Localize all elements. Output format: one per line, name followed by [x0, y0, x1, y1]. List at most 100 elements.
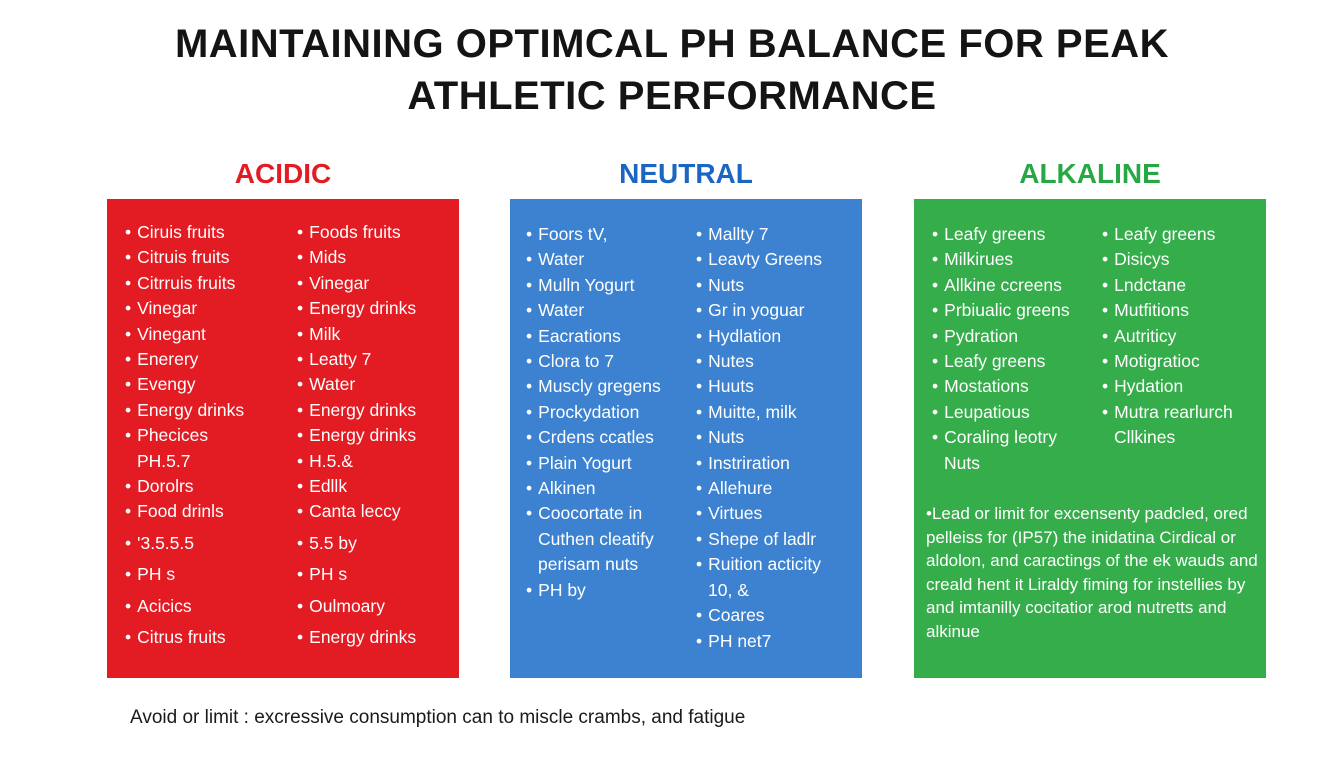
list-item: Leafy greens: [932, 349, 1070, 374]
list-item: Crdens ccatles: [526, 425, 661, 450]
list-item: Autriticy: [1102, 324, 1233, 349]
neutral-heading: NEUTRAL: [619, 158, 753, 189]
alkaline-right-list: Leafy greens Disicys Lndctane Mutfitions…: [1102, 222, 1233, 451]
list-item: Foors tV,: [526, 222, 661, 247]
list-item: Dorolrs: [125, 474, 244, 499]
list-item: '3.5.5.5: [125, 531, 244, 556]
list-item: Leafy greens: [932, 222, 1070, 247]
list-item-continuation: Nuts: [944, 452, 980, 473]
list-item: Alkinen: [526, 476, 661, 501]
list-item: Citrruis fruits: [125, 271, 244, 296]
list-item: Vinegar: [125, 296, 244, 321]
list-item: Nuts: [696, 425, 822, 450]
list-item: Citruis fruits: [125, 245, 244, 270]
neutral-right-list: Mallty 7 Leavty Greens Nuts Gr in yoguar…: [696, 222, 822, 654]
list-item: Prockydation: [526, 400, 661, 425]
list-item: Leatty 7: [297, 347, 416, 372]
list-item: Hydlation: [696, 324, 822, 349]
page-title: MAINTAINING OPTIMCAL PH BALANCE FOR PEAK…: [0, 18, 1344, 122]
list-item: Energy drinks: [297, 398, 416, 423]
list-item: Allkine ccreens: [932, 273, 1070, 298]
list-item: Allehure: [696, 476, 822, 501]
list-item: Evengy: [125, 372, 244, 397]
list-item: Milkirues: [932, 247, 1070, 272]
list-item: Energy drinks: [297, 296, 416, 321]
list-item: Mostations: [932, 374, 1070, 399]
list-item: Water: [526, 247, 661, 272]
list-item: Ciruis fruits: [125, 220, 244, 245]
list-item: Energy drinks: [125, 398, 244, 423]
list-item: Energy drinks: [297, 423, 416, 448]
list-item: Canta leccy: [297, 499, 416, 524]
list-item: Prbiualic greens: [932, 298, 1069, 323]
list-item: Nutes: [696, 349, 822, 374]
acidic-panel: Ciruis fruits Citruis fruits Citrruis fr…: [107, 199, 459, 678]
list-item: PH net7: [696, 629, 822, 654]
list-item: Mallty 7: [696, 222, 822, 247]
title-line-1: MAINTAINING OPTIMCAL PH BALANCE FOR PEAK: [174, 22, 1170, 66]
list-item: Oulmoary: [297, 594, 416, 619]
list-item: Leavty Greens: [696, 247, 822, 272]
list-item: Water: [526, 298, 661, 323]
acidic-left-list: Ciruis fruits Citruis fruits Citrruis fr…: [125, 220, 244, 651]
list-item: Instriration: [696, 451, 822, 476]
title-line-2: ATHLETIC PERFORMANCE: [407, 74, 937, 118]
list-item: Muitte, milk: [696, 400, 822, 425]
list-item: Acicics: [125, 594, 244, 619]
list-item: Disicys: [1102, 247, 1233, 272]
list-item: Water: [297, 372, 416, 397]
acidic-right-list: Foods fruits Mids Vinegar Energy drinks …: [297, 220, 416, 651]
list-item: Gr in yoguar: [696, 298, 822, 323]
list-item: Coocortate in: [526, 501, 661, 526]
alkaline-heading: ALKALINE: [1019, 158, 1161, 189]
neutral-panel: Foors tV, Water Mulln Yogurt Water Eacra…: [510, 199, 862, 678]
list-item-continuation: perisam nuts: [538, 554, 639, 575]
list-item: Milk: [297, 322, 416, 347]
list-item: Vinegar: [297, 271, 416, 296]
list-item: Virtues: [696, 501, 822, 526]
list-item: 5.5 by: [297, 531, 416, 556]
list-item: Citrus fruits: [125, 625, 244, 650]
list-item-continuation: PH.5.7: [137, 450, 191, 471]
list-item-continuation: Cllkines: [1114, 427, 1176, 448]
list-item: Leupatious: [932, 400, 1070, 425]
neutral-left-list: Foors tV, Water Mulln Yogurt Water Eacra…: [526, 222, 661, 603]
list-item: PH s: [297, 562, 416, 587]
list-item: H.5.&: [297, 449, 416, 474]
list-item: Enerery: [125, 347, 244, 372]
list-item-continuation: 10, &: [708, 579, 749, 600]
list-item: Vinegant: [125, 322, 244, 347]
list-item: Clora to 7: [526, 349, 661, 374]
list-item: Food drinls: [125, 499, 244, 524]
list-item: Plain Yogurt: [526, 451, 661, 476]
list-item: Motigratioc: [1102, 349, 1233, 374]
list-item: Edllk: [297, 474, 416, 499]
list-item: Leafy greens: [1102, 222, 1233, 247]
list-item: Mids: [297, 245, 416, 270]
alkaline-note: •Lead or limit for excensenty padcled, o…: [926, 504, 1258, 641]
list-item: Hydation: [1102, 374, 1233, 399]
list-item: Foods fruits: [297, 220, 416, 245]
list-item: Muscly gregens: [526, 374, 661, 399]
list-item: PH s: [125, 562, 244, 587]
list-item: Phecices: [125, 423, 244, 448]
list-item: Coraling leotry: [932, 425, 1070, 450]
footer-note: Avoid or limit : excressive consumption …: [130, 707, 746, 728]
list-item: Mulln Yogurt: [526, 273, 661, 298]
list-item: PH by: [526, 578, 661, 603]
list-item: Mutfitions: [1102, 298, 1233, 323]
list-item: Mutra rearlurch: [1102, 400, 1233, 425]
list-item: Nuts: [696, 273, 822, 298]
list-item: Coares: [696, 603, 822, 628]
acidic-heading: ACIDIC: [234, 158, 332, 189]
list-item-continuation: Cuthen cleatify: [538, 528, 654, 549]
list-item: Ruition acticity: [696, 552, 822, 577]
list-item: Huuts: [696, 374, 822, 399]
list-item: Shepe of ladlr: [696, 527, 822, 552]
list-item: Eacrations: [526, 324, 661, 349]
list-item: Pydration: [932, 324, 1070, 349]
alkaline-left-list: Leafy greens Milkirues Allkine ccreens P…: [932, 222, 1070, 476]
list-item: Lndctane: [1102, 273, 1233, 298]
list-item: Energy drinks: [297, 625, 416, 650]
alkaline-panel: Leafy greens Milkirues Allkine ccreens P…: [914, 199, 1266, 678]
